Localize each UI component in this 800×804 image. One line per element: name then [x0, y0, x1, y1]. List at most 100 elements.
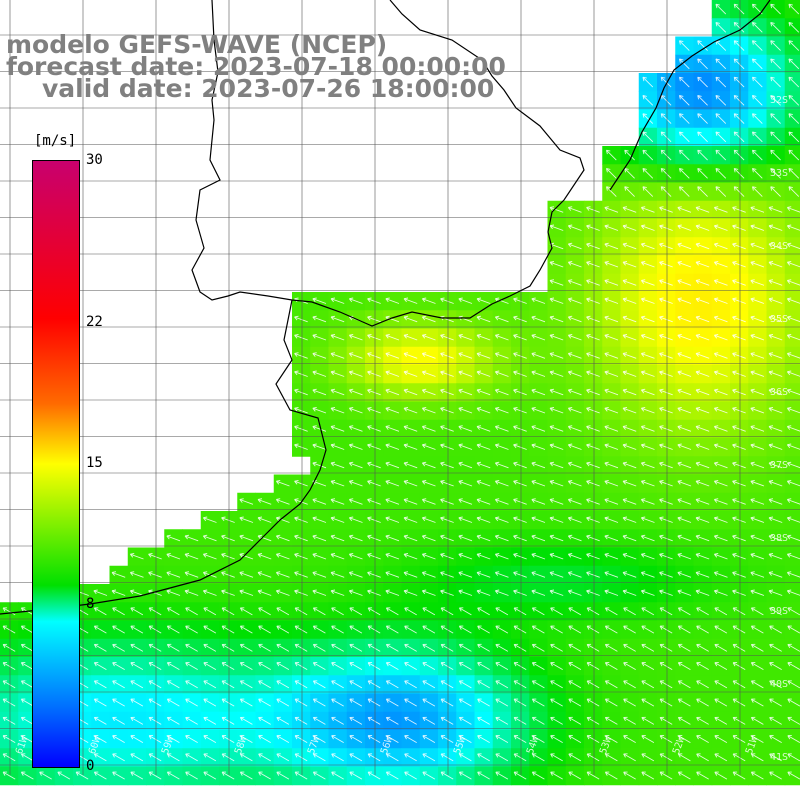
wind-arrow [659, 753, 673, 762]
wind-arrow [495, 643, 509, 652]
wind-arrow [713, 407, 728, 414]
wind-arrow [385, 680, 399, 689]
wind-arrow [513, 643, 527, 652]
wind-arrow [586, 771, 600, 780]
wind-arrow [422, 680, 436, 689]
wind-arrow [348, 461, 363, 469]
wind-arrow [531, 534, 546, 542]
wind-arrow [330, 589, 345, 596]
wind-arrow [112, 662, 125, 670]
wind-arrow [677, 498, 692, 505]
wind-arrow [440, 625, 454, 634]
wind-arrow [294, 480, 308, 487]
wind-arrow [294, 643, 308, 652]
wind-arrow [458, 388, 473, 396]
wind-arrow [513, 388, 527, 396]
wind-arrow [604, 443, 619, 450]
wind-arrow [422, 771, 436, 780]
wind-arrow [385, 516, 400, 523]
wind-arrow [185, 680, 198, 689]
wind-arrow [713, 261, 728, 268]
wind-arrow [330, 388, 345, 396]
wind-arrow [768, 534, 783, 542]
wind-arrow [640, 388, 655, 396]
wind-arrow [769, 643, 782, 652]
wind-arrow [567, 480, 582, 487]
wind-arrow [586, 388, 600, 396]
wind-arrow [788, 76, 800, 88]
wind-arrow [732, 771, 746, 780]
wind-arrow [203, 771, 217, 780]
wind-arrow [294, 516, 308, 523]
wind-arrow [713, 516, 728, 523]
wind-arrow [604, 498, 619, 505]
wind-arrow [458, 297, 473, 304]
wind-arrow [440, 680, 454, 689]
wind-arrow [458, 735, 472, 743]
wind-arrow [677, 571, 692, 578]
wind-arrow [549, 388, 564, 396]
wind-arrow [494, 388, 509, 396]
wind-arrow [367, 753, 381, 762]
wind-arrow [330, 443, 345, 450]
wind-arrow [713, 443, 728, 450]
wind-arrow [276, 607, 290, 616]
wind-arrow [786, 279, 800, 286]
wind-arrow [586, 461, 600, 469]
wind-arrow [640, 407, 655, 414]
wind-arrow [39, 771, 52, 780]
lat-label-38S: 38S [770, 533, 789, 544]
wind-arrow [659, 297, 673, 304]
wind-arrow [604, 206, 619, 213]
wind-arrow [732, 261, 746, 268]
wind-arrow [421, 425, 436, 432]
wind-arrow [604, 662, 618, 670]
wind-arrow [695, 443, 710, 450]
wind-cell [784, 529, 800, 548]
wind-arrow [586, 480, 600, 487]
wind-arrow [130, 716, 144, 725]
wind-arrow [440, 662, 454, 670]
wind-arrow [751, 149, 763, 161]
wind-arrow [642, 149, 654, 161]
wind-arrow [788, 167, 800, 179]
wind-arrow [367, 388, 381, 396]
wind-arrow [713, 553, 728, 560]
wind-arrow [312, 753, 326, 762]
wind-arrow [184, 553, 199, 560]
wind-cell [784, 73, 800, 92]
wind-arrow [677, 206, 692, 213]
wind-arrow [732, 242, 746, 250]
wind-arrow [750, 662, 764, 670]
wind-arrow [367, 571, 381, 578]
wind-cell [784, 310, 800, 329]
wind-arrow [312, 534, 327, 542]
wind-arrow [550, 698, 563, 707]
wind-arrow [349, 680, 363, 689]
wind-arrow [494, 461, 509, 469]
wind-arrow [458, 698, 472, 707]
wind-arrow [549, 498, 564, 505]
wind-cell [784, 200, 800, 220]
wind-arrow [239, 516, 254, 523]
wind-arrow [568, 680, 582, 689]
wind-arrow [770, 149, 781, 161]
wind-arrow [549, 553, 564, 560]
wind-arrow [640, 516, 655, 523]
wind-arrow [677, 388, 692, 396]
wind-arrow [695, 224, 710, 231]
wind-arrow [768, 352, 783, 359]
wind-arrow [403, 498, 418, 505]
wind-cell [784, 638, 800, 658]
wind-arrow [330, 370, 345, 377]
wind-arrow [312, 589, 327, 596]
wind-arrow [330, 516, 345, 523]
wind-arrow [768, 261, 783, 268]
wind-arrow [349, 716, 363, 725]
wind-arrow [769, 662, 782, 670]
wind-arrow [440, 643, 454, 652]
wind-arrow [550, 607, 563, 616]
wind-arrow [258, 753, 271, 762]
wind-arrow [221, 534, 235, 542]
wind-arrow [513, 571, 527, 578]
